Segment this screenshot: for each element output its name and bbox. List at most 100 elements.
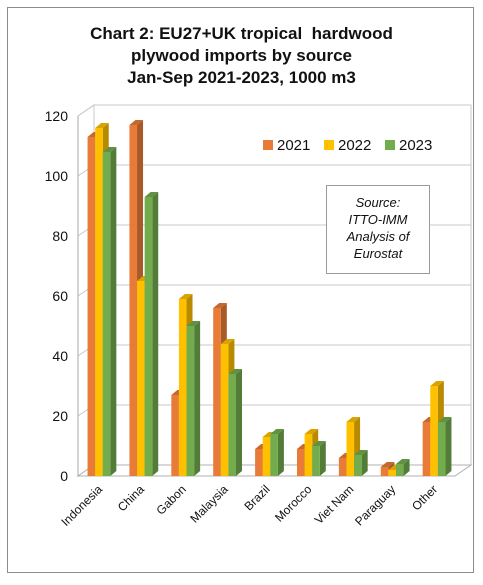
title-line-1: Chart 2: EU27+UK tropical hardwood: [90, 24, 393, 43]
bar-top: [178, 294, 193, 299]
bar-side: [319, 441, 326, 476]
bar: [186, 321, 201, 476]
x-tick-label: Paraguay: [352, 482, 398, 528]
source-line-4: Eurostat: [353, 246, 403, 261]
bar-top: [395, 459, 410, 464]
x-tick-label: China: [115, 482, 147, 514]
gridline: [77, 104, 471, 117]
bar: [312, 441, 326, 476]
bar-front: [437, 422, 446, 476]
bar: [228, 369, 243, 476]
bar-front: [144, 197, 153, 476]
y-tick-label: 20: [52, 408, 68, 424]
bar-top: [380, 462, 395, 467]
y-tick-label: 80: [52, 228, 68, 244]
bar-front: [262, 437, 271, 476]
x-tick-label: Malaysia: [187, 482, 231, 526]
bar-front: [186, 326, 195, 476]
y-tick-label: 100: [45, 168, 69, 184]
bar-front: [129, 125, 138, 476]
y-axis-ticks: 0 20 40 60 80 100 120: [45, 108, 69, 484]
bar-top: [437, 417, 452, 422]
bar-front: [354, 455, 362, 476]
bar-side: [152, 192, 159, 476]
bar-top: [129, 120, 144, 125]
bar-top: [430, 381, 444, 386]
bar-front: [338, 458, 347, 476]
bar-top: [304, 429, 319, 434]
legend-label: 2022: [338, 137, 371, 154]
source-line-1: Source:: [355, 195, 401, 210]
bar-front: [137, 281, 145, 476]
bar-front: [422, 422, 431, 476]
x-tick-label: Viet Nam: [312, 482, 357, 527]
bar-top: [270, 429, 284, 434]
bar: [102, 147, 117, 476]
legend-swatch: [324, 140, 334, 150]
bar-top: [186, 321, 201, 326]
bar-top: [95, 123, 109, 128]
bar-front: [270, 434, 278, 476]
bar-front: [395, 464, 404, 476]
y-tick-label: 40: [52, 348, 68, 364]
x-tick-label: Other: [409, 482, 440, 513]
bar-side: [236, 369, 243, 476]
legend-swatch: [263, 140, 273, 150]
bar: [354, 450, 368, 476]
bar-side: [110, 147, 117, 476]
title-line-3: Jan-Sep 2021-2023, 1000 m3: [127, 68, 356, 87]
source-line-2: ITTO-IMM: [348, 212, 408, 227]
bar-top: [354, 450, 368, 455]
bar-side: [194, 321, 201, 476]
bar-front: [102, 152, 111, 476]
bar-top: [213, 303, 227, 308]
bar-front: [255, 449, 263, 476]
bar-top: [102, 147, 117, 152]
bar-side: [403, 459, 410, 476]
y-tick-label: 0: [60, 468, 68, 484]
bar-front: [87, 137, 96, 476]
bar-front: [228, 374, 237, 476]
bar-front: [178, 299, 187, 476]
source-line-3: Analysis of: [346, 229, 410, 244]
bar-top: [144, 192, 159, 197]
x-tick-label: Morocco: [272, 482, 315, 525]
bar-side: [445, 417, 452, 476]
bar-side: [277, 429, 284, 476]
bar: [395, 459, 410, 476]
legend-swatch: [385, 140, 395, 150]
bar-top: [346, 417, 361, 422]
legend: 2021 2022 2023: [263, 137, 432, 154]
bar-top: [228, 369, 243, 374]
x-tick-label: Indonesia: [58, 482, 105, 529]
bar-front: [430, 386, 438, 476]
y-tick-label: 120: [45, 108, 69, 124]
bar-front: [296, 449, 305, 476]
legend-label: 2023: [399, 137, 432, 154]
bar-top: [220, 339, 235, 344]
bar-front: [220, 344, 229, 476]
y-tick-label: 60: [52, 288, 68, 304]
source-annotation: Source: ITTO-IMM Analysis of Eurostat: [326, 185, 430, 274]
legend-label: 2021: [277, 137, 310, 154]
bars: [87, 120, 452, 476]
title-line-2: plywood imports by source: [130, 46, 353, 65]
x-tick-label: Gabon: [153, 482, 188, 517]
bar: [144, 192, 159, 476]
bar-front: [213, 308, 221, 476]
bar-side: [361, 450, 368, 476]
bar-top: [312, 441, 326, 446]
bar-front: [171, 395, 179, 476]
chart-title: Chart 2: EU27+UK tropical hardwood plywo…: [0, 23, 483, 89]
bar-front: [95, 128, 103, 476]
bar-front: [312, 446, 320, 476]
x-tick-label: Brazil: [241, 482, 272, 513]
bar: [437, 417, 452, 476]
bar: [270, 429, 284, 476]
bar-front: [388, 470, 396, 476]
bar-front: [346, 422, 355, 476]
bar-front: [380, 467, 389, 476]
bar-front: [304, 434, 313, 476]
